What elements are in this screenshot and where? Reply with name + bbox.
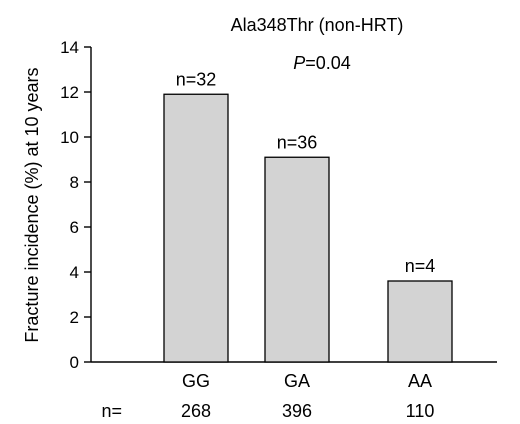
y-tick-label: 12 xyxy=(60,83,79,102)
bar-aa xyxy=(387,280,453,363)
x-category-label: GG xyxy=(182,371,210,391)
axes: 0 2 4 6 8 10 12 14 xyxy=(60,38,497,372)
n-value-label: 396 xyxy=(282,401,312,421)
p-value-number: =0.04 xyxy=(305,53,351,73)
n-value-label: 268 xyxy=(181,401,211,421)
bars xyxy=(163,93,453,363)
y-tick-label: 0 xyxy=(70,353,79,372)
y-tick-label: 4 xyxy=(70,263,79,282)
n-value-label: 110 xyxy=(406,401,435,421)
bar-count-label: n=4 xyxy=(405,256,436,276)
y-tick-label: 14 xyxy=(60,38,79,57)
y-tick-label: 10 xyxy=(60,128,79,147)
n-row-label: n= xyxy=(101,401,122,421)
bar-ga xyxy=(264,156,330,363)
p-value-symbol: P xyxy=(293,53,305,73)
chart-title: Ala348Thr (non-HRT) xyxy=(231,15,404,35)
y-axis-label: Fracture incidence (%) at 10 years xyxy=(22,67,42,342)
x-category-label: GA xyxy=(284,371,310,391)
y-tick-label: 8 xyxy=(70,173,79,192)
bar-count-label: n=36 xyxy=(277,132,318,152)
x-category-label: AA xyxy=(408,371,432,391)
bar-count-label: n=32 xyxy=(176,69,217,89)
bar-gg xyxy=(163,93,229,363)
p-value-annotation: P=0.04 xyxy=(293,53,351,73)
labels: n=32 GG 268 n=36 GA 396 n=4 AA 110 xyxy=(176,69,436,421)
y-tick-label: 6 xyxy=(70,218,79,237)
y-tick-label: 2 xyxy=(70,308,79,327)
